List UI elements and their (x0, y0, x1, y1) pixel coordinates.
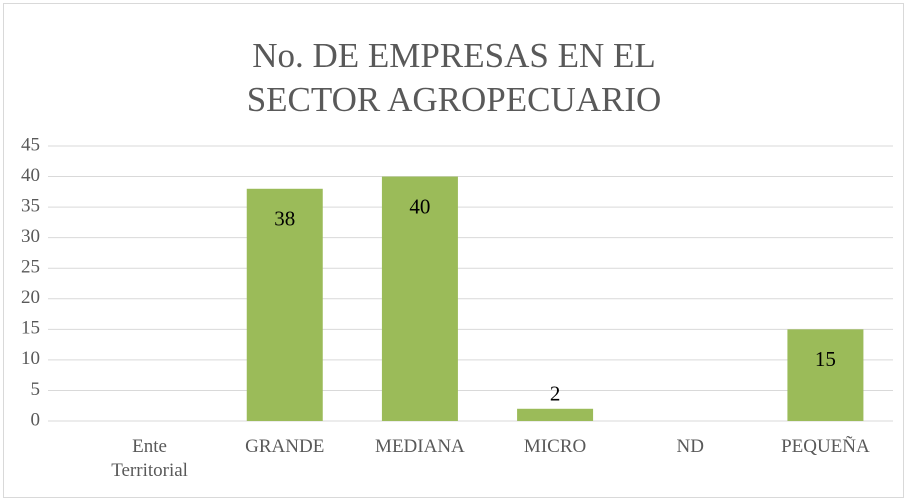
x-tick-label: Ente Territorial (111, 436, 188, 481)
y-tick-label: 15 (21, 318, 40, 339)
x-tick-label: MICRO (523, 436, 587, 457)
x-tick-label: GRANDE (245, 436, 325, 457)
y-tick-label: 35 (21, 195, 40, 216)
data-label: 2 (550, 382, 561, 406)
chart-title: No. DE EMPRESAS EN EL SECTOR AGROPECUARI… (246, 36, 662, 119)
x-tick-label: PEQUEÑA (781, 436, 870, 457)
data-label: 40 (409, 194, 430, 218)
bar (787, 329, 864, 421)
y-tick-label: 40 (21, 165, 40, 186)
y-tick-label: 25 (21, 257, 40, 278)
y-tick-label: 10 (21, 348, 40, 369)
y-tick-label: 45 (21, 134, 40, 155)
y-tick-label: 5 (31, 379, 41, 400)
y-tick-label: 30 (21, 226, 40, 247)
y-tick-label: 20 (21, 287, 40, 308)
bar (517, 408, 594, 421)
x-tick-label: ND (676, 436, 704, 457)
x-tick-label: MEDIANA (375, 436, 465, 457)
data-label: 38 (274, 207, 295, 231)
bar (246, 188, 323, 421)
bar (381, 176, 458, 421)
data-label: 15 (815, 347, 836, 371)
y-tick-label: 0 (31, 409, 41, 430)
